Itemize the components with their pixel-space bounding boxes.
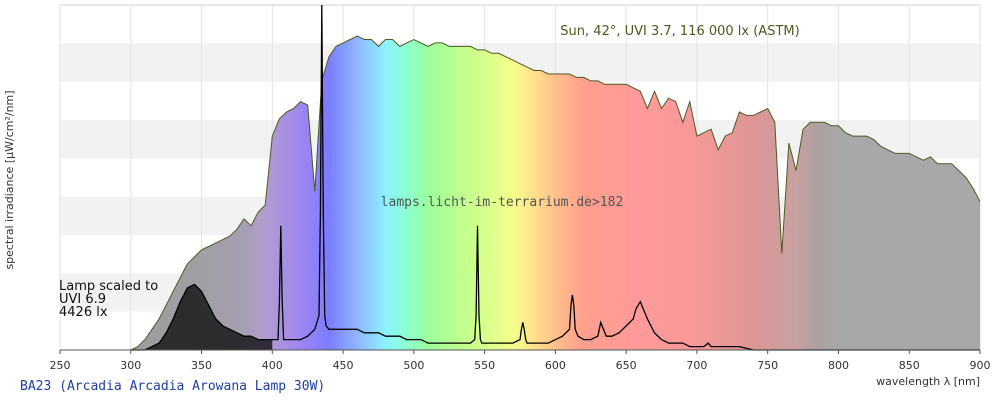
x-tick-label: 600 (545, 359, 566, 372)
y-axis-label: spectral irradiance [µW/cm²/nm] (3, 90, 16, 269)
x-ticks: 250 300 350 400 450 500 550 600 650 700 750 800 850 9… (50, 350, 991, 372)
lamp-annotation-line1: Lamp scaled to (59, 279, 158, 294)
x-tick-label: 300 (120, 359, 141, 372)
x-tick-label: 500 (403, 359, 424, 372)
x-tick-label: 350 (191, 359, 212, 372)
sun-spectrum-line (130, 35, 981, 351)
x-tick-label: 750 (757, 359, 778, 372)
x-tick-label: 700 (686, 359, 707, 372)
chart-title: BA23 (Arcadia Arcadia Arowana Lamp 30W) (20, 379, 325, 394)
lamp-annotation-line2: UVI 6.9 (59, 292, 106, 307)
x-tick-label: 850 (899, 359, 920, 372)
lamp-annotation-line3: 4426 lx (59, 305, 108, 320)
x-tick-label: 250 (50, 359, 71, 372)
x-tick-label: 900 (970, 359, 991, 372)
x-tick-label: 650 (616, 359, 637, 372)
x-axis: 250 300 350 400 450 500 550 600 650 700 750 800 850 9… (50, 349, 991, 372)
x-tick-label: 800 (828, 359, 849, 372)
x-tick-label: 400 (262, 359, 283, 372)
sun-annotation: Sun, 42°, UVI 3.7, 116 000 lx (ASTM) (560, 24, 799, 39)
x-tick-label: 450 (333, 359, 354, 372)
x-axis-label: wavelength λ [nm] (876, 375, 980, 388)
x-tick-label: 550 (474, 359, 495, 372)
lamp-spectrum-line (130, 4, 980, 351)
watermark-text: lamps.licht-im-terrarium.de>182 (381, 195, 624, 210)
